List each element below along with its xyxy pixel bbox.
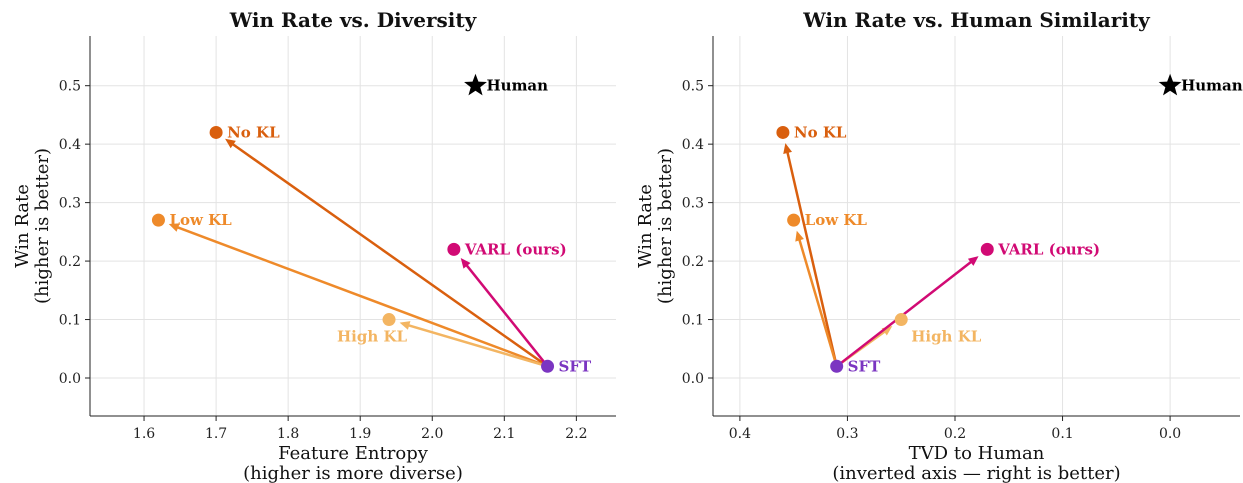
y-tick-label: 0.5 xyxy=(682,79,704,95)
x-tick-label: 1.9 xyxy=(349,426,371,442)
point-label-low-kl: Low KL xyxy=(805,211,868,229)
point-label-sft: SFT xyxy=(848,357,881,375)
arrowhead-varl-ours xyxy=(460,257,471,269)
arrow-to-low-kl xyxy=(175,225,548,368)
y-tick-label: 0.3 xyxy=(682,196,704,212)
point-low-kl xyxy=(151,213,165,227)
arrowhead-no-kl xyxy=(225,138,236,149)
point-label-varl-ours: VARL (ours) xyxy=(464,240,567,258)
arrowhead-high-kl xyxy=(399,321,411,330)
point-label-varl-ours: VARL (ours) xyxy=(997,240,1100,258)
y-tick-label: 0.4 xyxy=(682,137,704,153)
x-tick-label: 0.4 xyxy=(729,426,751,442)
x-tick-label: 1.8 xyxy=(277,426,299,442)
point-label-sft: SFT xyxy=(559,357,592,375)
point-sft xyxy=(541,359,555,373)
chart-title: Win Rate vs. Human Similarity xyxy=(802,8,1151,32)
arrow-to-no-kl xyxy=(230,142,549,368)
point-high-kl xyxy=(382,313,396,327)
y-tick-label: 0.2 xyxy=(682,254,704,270)
x-tick-label: 2.0 xyxy=(421,426,443,442)
y-axis-label: Win Rate xyxy=(12,184,33,268)
x-tick-label: 1.6 xyxy=(133,426,155,442)
y-tick-label: 0.3 xyxy=(59,196,81,212)
arrow-to-no-kl xyxy=(785,150,838,367)
y-axis-label: Win Rate xyxy=(635,184,656,268)
x-tick-label: 0.0 xyxy=(1159,426,1181,442)
y-tick-label: 0.1 xyxy=(59,313,81,329)
y-tick-label: 0.0 xyxy=(59,371,81,387)
x-tick-label: 0.3 xyxy=(836,426,858,442)
point-label-high-kl: High KL xyxy=(911,328,982,346)
chart-win-rate-vs-diversity: 1.6 1.7 1.8 1.9 2.0 2.1 2.2 0.0 0.1 0.2 0.3 0.4 0.5 W… xyxy=(12,8,616,483)
point-label-no-kl: No KL xyxy=(794,123,847,141)
point-human-star xyxy=(464,73,487,96)
x-tick-label: 1.7 xyxy=(205,426,227,442)
arrow-to-varl-ours xyxy=(835,260,974,368)
arrow-to-low-kl xyxy=(797,238,838,367)
arrowhead-no-kl xyxy=(783,143,792,154)
arrowhead-low-kl xyxy=(168,223,180,232)
point-label-high-kl: High KL xyxy=(337,328,408,346)
y-tick-label: 0.2 xyxy=(59,254,81,270)
point-label-low-kl: Low KL xyxy=(169,211,232,229)
point-label-no-kl: No KL xyxy=(227,123,280,141)
chart-win-rate-vs-human-similarity: 0.4 0.3 0.2 0.1 0.0 0.0 0.1 0.2 0.3 0.4 0.5 Win Rat… xyxy=(635,8,1243,483)
arrowhead-varl-ours xyxy=(967,256,979,266)
x-tick-label: 2.2 xyxy=(565,426,587,442)
x-axis-label: TVD to Human xyxy=(909,443,1045,464)
point-label-human: Human xyxy=(1181,77,1243,95)
point-sft xyxy=(830,359,844,373)
x-axis-sublabel: (higher is more diverse) xyxy=(243,463,463,483)
x-axis-sublabel: (inverted axis — right is better) xyxy=(832,463,1120,483)
y-tick-label: 0.1 xyxy=(682,313,704,329)
y-axis-sublabel: (higher is better) xyxy=(655,148,676,304)
x-tick-label: 2.1 xyxy=(493,426,515,442)
point-human-star xyxy=(1158,73,1182,96)
point-label-human: Human xyxy=(486,77,548,95)
y-axis-sublabel: (higher is better) xyxy=(32,148,53,304)
point-no-kl xyxy=(209,125,223,139)
x-tick-label: 0.2 xyxy=(944,426,966,442)
point-varl-ours xyxy=(447,242,461,256)
arrow-to-varl-ours xyxy=(464,263,549,368)
y-tick-label: 0.4 xyxy=(59,137,81,153)
x-axis-label: Feature Entropy xyxy=(278,443,429,464)
point-varl-ours xyxy=(980,242,994,256)
y-tick-label: 0.0 xyxy=(682,371,704,387)
point-low-kl xyxy=(787,213,801,227)
point-high-kl xyxy=(894,313,908,327)
point-no-kl xyxy=(776,125,790,139)
arrow-to-high-kl xyxy=(406,323,548,368)
chart-title: Win Rate vs. Diversity xyxy=(229,8,478,32)
x-tick-label: 0.1 xyxy=(1051,426,1073,442)
y-tick-label: 0.5 xyxy=(59,79,81,95)
arrowhead-low-kl xyxy=(795,230,804,242)
